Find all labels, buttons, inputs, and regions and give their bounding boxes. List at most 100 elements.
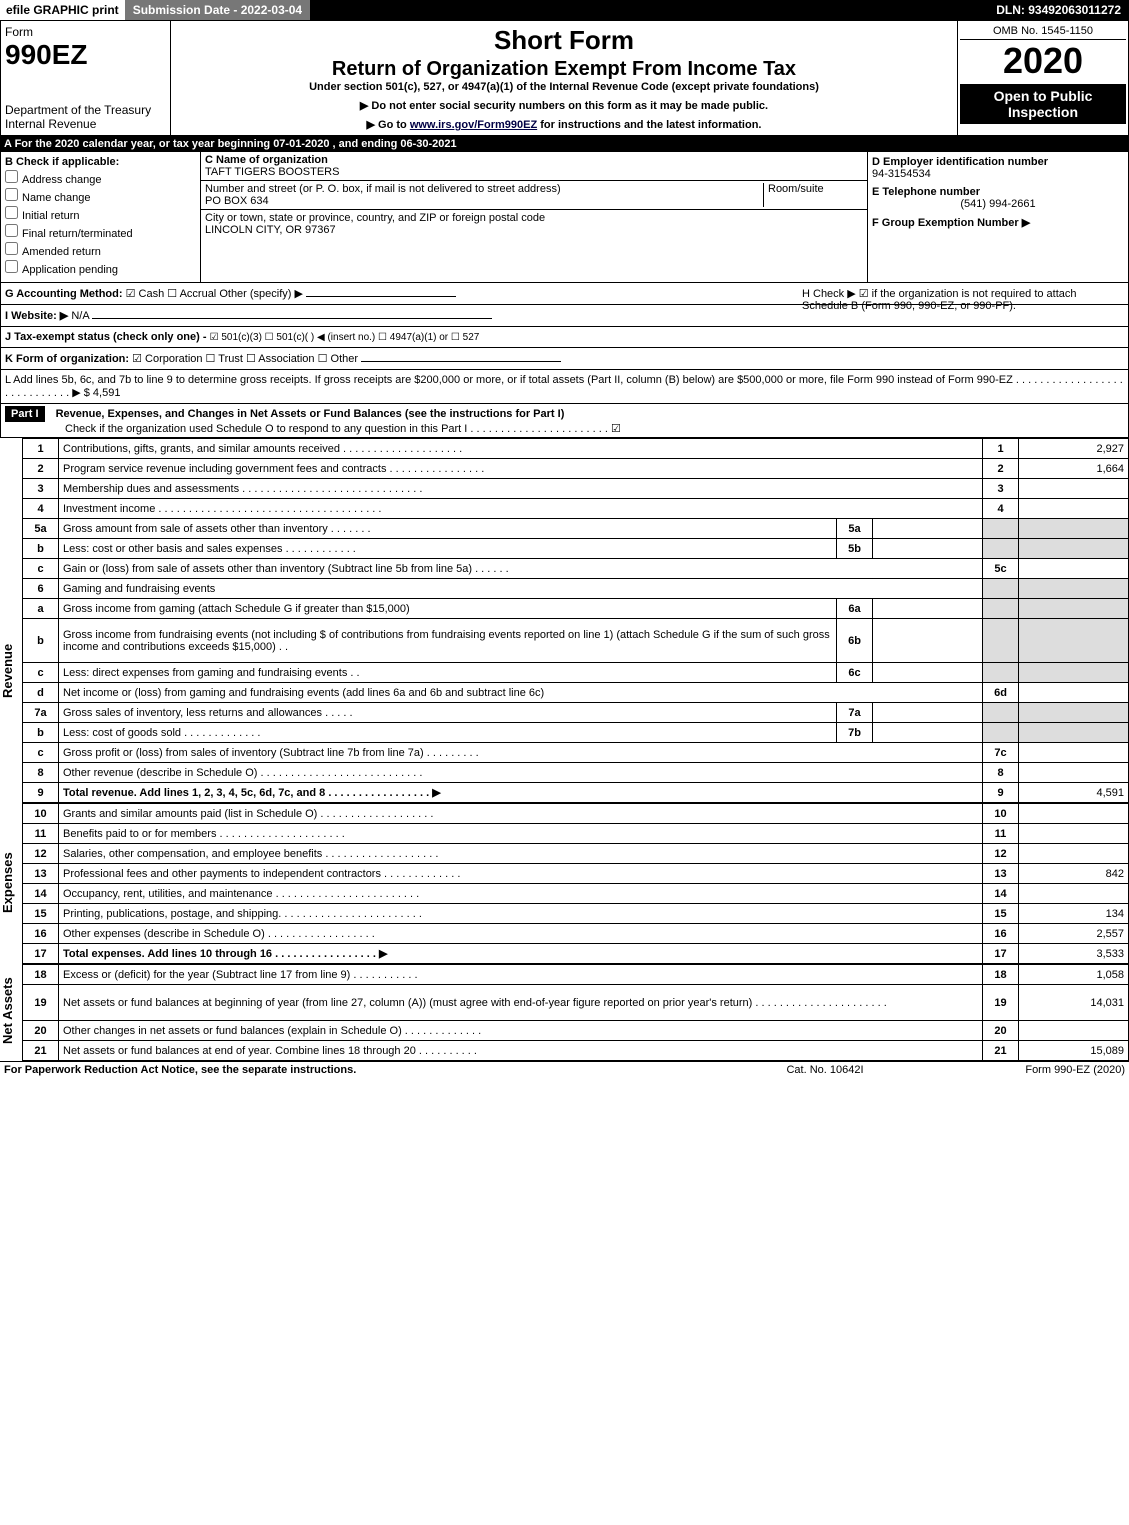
line-4-rnum: 4 bbox=[983, 499, 1019, 519]
line-2-num: 2 bbox=[23, 459, 59, 479]
checkbox-application-pending[interactable] bbox=[5, 260, 18, 273]
form-header: Form 990EZ Department of the Treasury In… bbox=[0, 20, 1129, 136]
line-2-rval: 1,664 bbox=[1019, 459, 1129, 479]
line-20: 20Other changes in net assets or fund ba… bbox=[23, 1021, 1129, 1041]
efile-label[interactable]: efile GRAPHIC print bbox=[0, 0, 125, 20]
line-6c-desc: Less: direct expenses from gaming and fu… bbox=[59, 663, 837, 683]
line-5c: cGain or (loss) from sale of assets othe… bbox=[23, 559, 1129, 579]
line-3-rval bbox=[1019, 479, 1129, 499]
line-5b-subnum: 5b bbox=[837, 539, 873, 559]
row-k: K Form of organization: ☑ Corporation ☐ … bbox=[0, 348, 1129, 370]
tax-year: 2020 bbox=[960, 40, 1126, 82]
line-14-rval bbox=[1019, 884, 1129, 904]
check-amended[interactable]: Amended return bbox=[5, 242, 196, 258]
j-options[interactable]: ☑ 501(c)(3) ☐ 501(c)( ) ◀ (insert no.) ☐… bbox=[210, 332, 480, 343]
line-6-rnum-shade bbox=[983, 579, 1019, 599]
line-5c-num: c bbox=[23, 559, 59, 579]
part1-title: Revenue, Expenses, and Changes in Net As… bbox=[56, 408, 565, 420]
line-11-rnum: 11 bbox=[983, 824, 1019, 844]
line-10-rnum: 10 bbox=[983, 804, 1019, 824]
line-1-desc: Contributions, gifts, grants, and simila… bbox=[59, 439, 983, 459]
line-8: 8Other revenue (describe in Schedule O) … bbox=[23, 763, 1129, 783]
check-name-change[interactable]: Name change bbox=[5, 188, 196, 204]
checkbox-amended[interactable] bbox=[5, 242, 18, 255]
line-7b-rval-shade bbox=[1019, 723, 1129, 743]
col-b-heading: B Check if applicable: bbox=[5, 156, 196, 168]
line-7a-num: 7a bbox=[23, 703, 59, 723]
line-6a-subval bbox=[873, 599, 983, 619]
header-arrow-1: ▶ Do not enter social security numbers o… bbox=[175, 99, 953, 112]
part1-checkbox[interactable]: ☑ bbox=[611, 423, 621, 435]
check-application-pending[interactable]: Application pending bbox=[5, 260, 196, 276]
line-7c-num: c bbox=[23, 743, 59, 763]
line-6b-subnum: 6b bbox=[837, 619, 873, 663]
line-5b-desc: Less: cost or other basis and sales expe… bbox=[59, 539, 837, 559]
line-6b-rnum-shade bbox=[983, 619, 1019, 663]
line-12-num: 12 bbox=[23, 844, 59, 864]
org-name-label: C Name of organization bbox=[205, 154, 328, 166]
footer-right: Form 990-EZ (2020) bbox=[925, 1064, 1125, 1076]
row-j: J Tax-exempt status (check only one) - ☑… bbox=[0, 327, 1129, 348]
header-arrow-2: ▶ Go to www.irs.gov/Form990EZ for instru… bbox=[175, 118, 953, 131]
check-final-return[interactable]: Final return/terminated bbox=[5, 224, 196, 240]
expenses-section: Expenses 10Grants and similar amounts pa… bbox=[22, 803, 1129, 964]
line-19: 19Net assets or fund balances at beginni… bbox=[23, 985, 1129, 1021]
line-6a-num: a bbox=[23, 599, 59, 619]
line-8-desc: Other revenue (describe in Schedule O) .… bbox=[59, 763, 983, 783]
line-1-rnum: 1 bbox=[983, 439, 1019, 459]
netassets-side-label: Net Assets bbox=[0, 977, 15, 1044]
line-6d-num: d bbox=[23, 683, 59, 703]
line-2-desc: Program service revenue including govern… bbox=[59, 459, 983, 479]
line-6a-rval-shade bbox=[1019, 599, 1129, 619]
line-5b-rval-shade bbox=[1019, 539, 1129, 559]
line-5c-desc: Gain or (loss) from sale of assets other… bbox=[59, 559, 983, 579]
header-middle: Short Form Return of Organization Exempt… bbox=[171, 21, 958, 135]
line-11-num: 11 bbox=[23, 824, 59, 844]
checkbox-final-return[interactable] bbox=[5, 224, 18, 237]
checkbox-address-change[interactable] bbox=[5, 170, 18, 183]
line-7a-subval bbox=[873, 703, 983, 723]
line-6d-rnum: 6d bbox=[983, 683, 1019, 703]
line-19-desc: Net assets or fund balances at beginning… bbox=[59, 985, 983, 1021]
line-6c-subval bbox=[873, 663, 983, 683]
line-15-rval: 134 bbox=[1019, 904, 1129, 924]
k-options[interactable]: ☑ Corporation ☐ Trust ☐ Association ☐ Ot… bbox=[132, 353, 358, 365]
line-5a-subval bbox=[873, 519, 983, 539]
irs-link[interactable]: www.irs.gov/Form990EZ bbox=[410, 119, 537, 131]
line-6b-num: b bbox=[23, 619, 59, 663]
header-left: Form 990EZ Department of the Treasury In… bbox=[1, 21, 171, 135]
check-initial-return[interactable]: Initial return bbox=[5, 206, 196, 222]
line-7c: cGross profit or (loss) from sales of in… bbox=[23, 743, 1129, 763]
line-5c-rnum: 5c bbox=[983, 559, 1019, 579]
line-12-desc: Salaries, other compensation, and employ… bbox=[59, 844, 983, 864]
line-20-num: 20 bbox=[23, 1021, 59, 1041]
line-7c-rval bbox=[1019, 743, 1129, 763]
city-cell: City or town, state or province, country… bbox=[201, 210, 867, 238]
line-21: 21Net assets or fund balances at end of … bbox=[23, 1041, 1129, 1061]
section-bcd: B Check if applicable: Address change Na… bbox=[0, 152, 1129, 283]
line-6c: cLess: direct expenses from gaming and f… bbox=[23, 663, 1129, 683]
line-16-rval: 2,557 bbox=[1019, 924, 1129, 944]
line-14: 14Occupancy, rent, utilities, and mainte… bbox=[23, 884, 1129, 904]
room-label: Room/suite bbox=[768, 183, 824, 195]
row-g: G Accounting Method: ☑ Cash ☐ Accrual Ot… bbox=[0, 283, 1129, 305]
line-6-rval-shade bbox=[1019, 579, 1129, 599]
i-label: I Website: ▶ bbox=[5, 310, 68, 322]
g-other[interactable]: Other (specify) ▶ bbox=[219, 288, 303, 300]
j-label: J Tax-exempt status (check only one) - bbox=[5, 331, 207, 343]
g-accrual[interactable]: ☐ Accrual bbox=[167, 288, 216, 300]
page-footer: For Paperwork Reduction Act Notice, see … bbox=[0, 1061, 1129, 1078]
line-21-rnum: 21 bbox=[983, 1041, 1019, 1061]
check-address-change[interactable]: Address change bbox=[5, 170, 196, 186]
line-13-desc: Professional fees and other payments to … bbox=[59, 864, 983, 884]
title-short-form: Short Form bbox=[175, 25, 953, 56]
omb-number: OMB No. 1545-1150 bbox=[960, 23, 1126, 40]
line-13-num: 13 bbox=[23, 864, 59, 884]
open-to-public: Open to Public Inspection bbox=[960, 84, 1126, 124]
line-6-desc: Gaming and fundraising events bbox=[59, 579, 983, 599]
checkbox-name-change[interactable] bbox=[5, 188, 18, 201]
line-15-desc: Printing, publications, postage, and shi… bbox=[59, 904, 983, 924]
line-7b-desc: Less: cost of goods sold . . . . . . . .… bbox=[59, 723, 837, 743]
checkbox-initial-return[interactable] bbox=[5, 206, 18, 219]
g-cash[interactable]: ☑ Cash bbox=[126, 288, 165, 300]
